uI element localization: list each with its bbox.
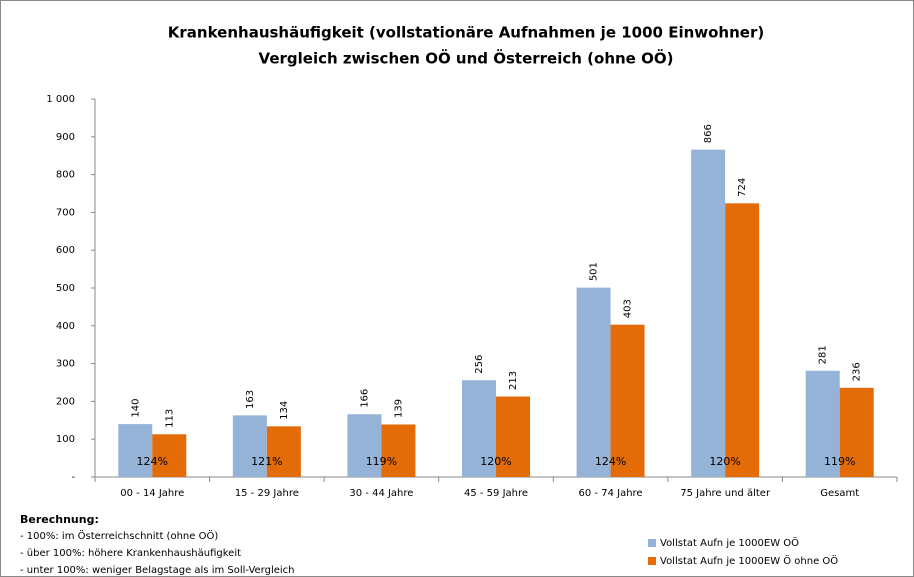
ratio-label: 120% [709, 455, 740, 468]
bar [805, 370, 840, 477]
value-label: 113 [164, 409, 175, 428]
y-tick-label: 500 [56, 283, 75, 294]
value-label: 501 [589, 262, 600, 281]
bar [232, 415, 267, 477]
bar [347, 414, 382, 477]
bar [610, 324, 645, 477]
value-label: 724 [737, 178, 748, 197]
y-tick-label: 900 [56, 132, 75, 143]
legend-label: Vollstat Aufn je 1000EW Ö ohne OÖ [660, 554, 838, 567]
bar [266, 426, 301, 477]
ratio-label: 120% [480, 455, 511, 468]
value-label: 281 [818, 345, 829, 364]
value-label: 166 [359, 389, 370, 408]
value-label: 140 [130, 399, 141, 418]
bar [576, 287, 611, 477]
ratio-label: 119% [824, 455, 855, 468]
y-tick-label: - [71, 472, 75, 483]
value-label: 866 [703, 124, 714, 143]
bar [462, 380, 496, 477]
value-label: 139 [393, 399, 404, 418]
x-tick-label: 30 - 44 Jahre [349, 488, 413, 499]
value-label: 163 [245, 390, 256, 409]
bar [691, 149, 726, 478]
bar [152, 434, 187, 477]
legend-swatch [648, 557, 656, 565]
value-label: 256 [474, 355, 485, 374]
ratio-label: 119% [366, 455, 397, 468]
y-tick-label: 800 [56, 170, 75, 181]
bar [839, 387, 874, 477]
bar [118, 424, 153, 477]
value-label: 134 [279, 401, 290, 420]
value-label: 236 [852, 362, 863, 381]
x-tick-label: 75 Jahre und älter [680, 488, 771, 499]
bar [496, 396, 530, 477]
y-tick-label: 1 000 [46, 94, 75, 105]
bar [381, 424, 416, 477]
y-tick-label: 400 [56, 321, 75, 332]
y-tick-label: 100 [56, 434, 75, 445]
y-tick-label: 600 [56, 245, 75, 256]
note-title: Berechnung: [20, 513, 99, 526]
note-line: - 100%: im Österreichschnitt (ohne OÖ) [20, 529, 218, 542]
chart-title: Krankenhaushäufigkeit (vollstationäre Au… [168, 24, 764, 42]
x-tick-label: Gesamt [820, 488, 859, 499]
value-label: 403 [623, 299, 634, 318]
bar [725, 203, 760, 477]
y-tick-label: 200 [56, 396, 75, 407]
note-line: - über 100%: höhere Krankenhaushäufigkei… [20, 548, 241, 559]
ratio-label: 121% [251, 455, 282, 468]
ratio-label: 124% [137, 455, 168, 468]
x-tick-label: 45 - 59 Jahre [464, 488, 528, 499]
legend-swatch [648, 539, 656, 547]
ratio-label: 124% [595, 455, 626, 468]
x-tick-label: 15 - 29 Jahre [235, 488, 299, 499]
y-tick-label: 300 [56, 359, 75, 370]
value-label: 213 [508, 371, 519, 390]
x-tick-label: 60 - 74 Jahre [579, 488, 643, 499]
legend-label: Vollstat Aufn je 1000EW OÖ [660, 536, 799, 549]
y-tick-label: 700 [56, 207, 75, 218]
x-tick-label: 00 - 14 Jahre [120, 488, 184, 499]
chart-subtitle: Vergleich zwischen OÖ und Österreich (oh… [259, 49, 674, 68]
note-line: - unter 100%: weniger Belagstage als im … [20, 565, 295, 576]
